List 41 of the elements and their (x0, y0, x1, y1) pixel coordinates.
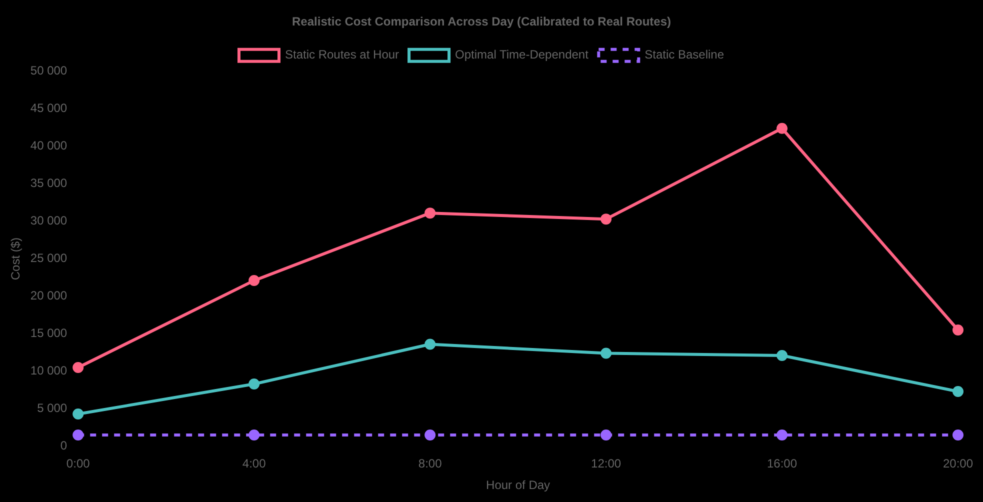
legend-label: Static Routes at Hour (284, 48, 400, 62)
point (248, 378, 260, 390)
point (72, 362, 84, 373)
y-axis-title: Cost ($) (8, 237, 23, 280)
y-tick-label: 15 000 (30, 326, 68, 340)
chart-title: Realistic Cost Comparison Across Day (Calibrated to Real Routes) (292, 14, 671, 29)
point (424, 429, 436, 440)
point (600, 214, 612, 225)
point (952, 386, 964, 397)
x-tick-label: 16:00 (767, 456, 798, 471)
point (72, 429, 84, 440)
point (952, 429, 964, 440)
y-tick-label: 20 000 (30, 288, 68, 303)
point (248, 429, 260, 440)
y-tick-label: 5 000 (37, 401, 68, 416)
y-tick-label: 40 000 (30, 138, 68, 153)
point (248, 275, 260, 286)
point (952, 324, 964, 336)
point (424, 208, 436, 219)
point (776, 350, 788, 361)
x-tick-label: 8:00 (418, 456, 442, 471)
point (600, 429, 612, 440)
x-axis-title: Hour of Day (486, 478, 550, 492)
legend-label: Static Baseline (644, 48, 724, 62)
y-tick-label: 50 000 (30, 64, 68, 78)
y-tick-label: 30 000 (30, 214, 68, 228)
point (424, 338, 436, 350)
point (776, 122, 788, 134)
y-tick-label: 10 000 (30, 364, 68, 378)
x-tick-label: 0:00 (66, 456, 90, 471)
y-tick-label: 45 000 (30, 101, 68, 116)
point (72, 408, 84, 420)
point (600, 348, 612, 359)
y-tick-label: 25 000 (30, 251, 68, 266)
x-tick-label: 4:00 (242, 456, 266, 471)
x-tick-label: 20:00 (942, 456, 974, 471)
legend-label: Optimal Time-Dependent (455, 48, 590, 62)
y-tick-label: 0 (60, 438, 68, 453)
x-tick-label: 12:00 (591, 456, 622, 471)
point (776, 429, 788, 440)
y-tick-label: 35 000 (30, 176, 68, 190)
